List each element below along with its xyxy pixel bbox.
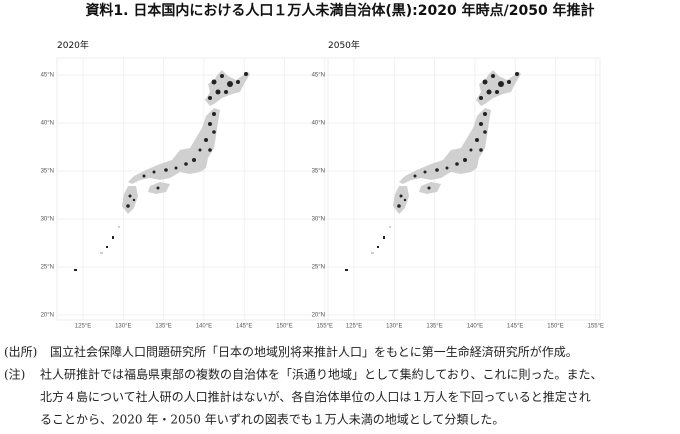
note-text: 社人研推計では福島県東部の複数の自治体を「浜通り地域」として集約しており、これに… <box>40 367 602 382</box>
y-tick-label: 25°N <box>312 265 325 271</box>
plot-area <box>56 57 330 321</box>
map-panel: 2020年 45°N 40°N 35°N 30°N 25°N 20°N 125°E 130°E 1… <box>41 39 333 330</box>
y-tick-label: 45°N <box>41 73 54 79</box>
y-tick-label: 30°N <box>312 217 325 223</box>
panel-title: 2020年 <box>57 39 89 51</box>
x-tick-label: 150°E <box>276 324 292 330</box>
y-tick-label: 20°N <box>312 313 325 319</box>
x-tick-label: 145°E <box>236 324 252 330</box>
note-label: (注) <box>4 367 25 382</box>
y-tick-label: 40°N <box>312 121 325 127</box>
y-tick-label: 20°N <box>41 313 54 319</box>
x-tick-label: 130°E <box>115 324 131 330</box>
x-tick-label: 125°E <box>346 324 362 330</box>
x-tick-label: 125°E <box>75 324 91 330</box>
plot-area <box>327 57 601 321</box>
y-tick-label: 35°N <box>312 169 325 175</box>
x-tick-label: 130°E <box>386 324 402 330</box>
note-text: ることから、2020 年・2050 年いずれの図表でも１万人未満の地域として分類… <box>40 413 504 427</box>
x-tick-label: 150°E <box>547 324 563 330</box>
panels: 2020年 45°N 40°N 35°N 30°N 25°N 20°N 125°E 130°E 1… <box>41 39 604 330</box>
map-panel: 2050年 45°N 40°N 35°N 30°N 25°N 20°N 125°E 130°E 1… <box>312 39 604 330</box>
notes: (出所) 国立社会保障人口問題研究所「日本の地域別将来推計人口」をもとに第一生命経… <box>4 344 602 427</box>
x-tick-label: 140°E <box>196 324 212 330</box>
y-tick-label: 35°N <box>41 169 54 175</box>
note-label: (出所) <box>4 345 37 359</box>
note-text: 北方４島について社人研の人口推計はないが、各自治体単位の人口は１万人を下回ってい… <box>40 389 591 404</box>
y-tick-label: 30°N <box>41 217 54 223</box>
note-text: 国立社会保障人口問題研究所「日本の地域別将来推計人口」をもとに第一生命経済研究所… <box>50 344 578 359</box>
x-tick-label: 135°E <box>155 324 171 330</box>
panel-title: 2050年 <box>328 39 360 51</box>
y-tick-label: 45°N <box>312 73 325 79</box>
x-tick-label: 140°E <box>467 324 483 330</box>
x-tick-label: 135°E <box>426 324 442 330</box>
x-tick-label: 155°E <box>317 324 333 330</box>
y-tick-label: 40°N <box>41 121 54 127</box>
x-tick-label: 155°E <box>588 324 604 330</box>
y-tick-label: 25°N <box>41 265 54 271</box>
title: 資料1. 日本国内における人口１万人未満自治体(黒):2020 年時点/2050… <box>85 2 594 19</box>
x-tick-label: 145°E <box>507 324 523 330</box>
